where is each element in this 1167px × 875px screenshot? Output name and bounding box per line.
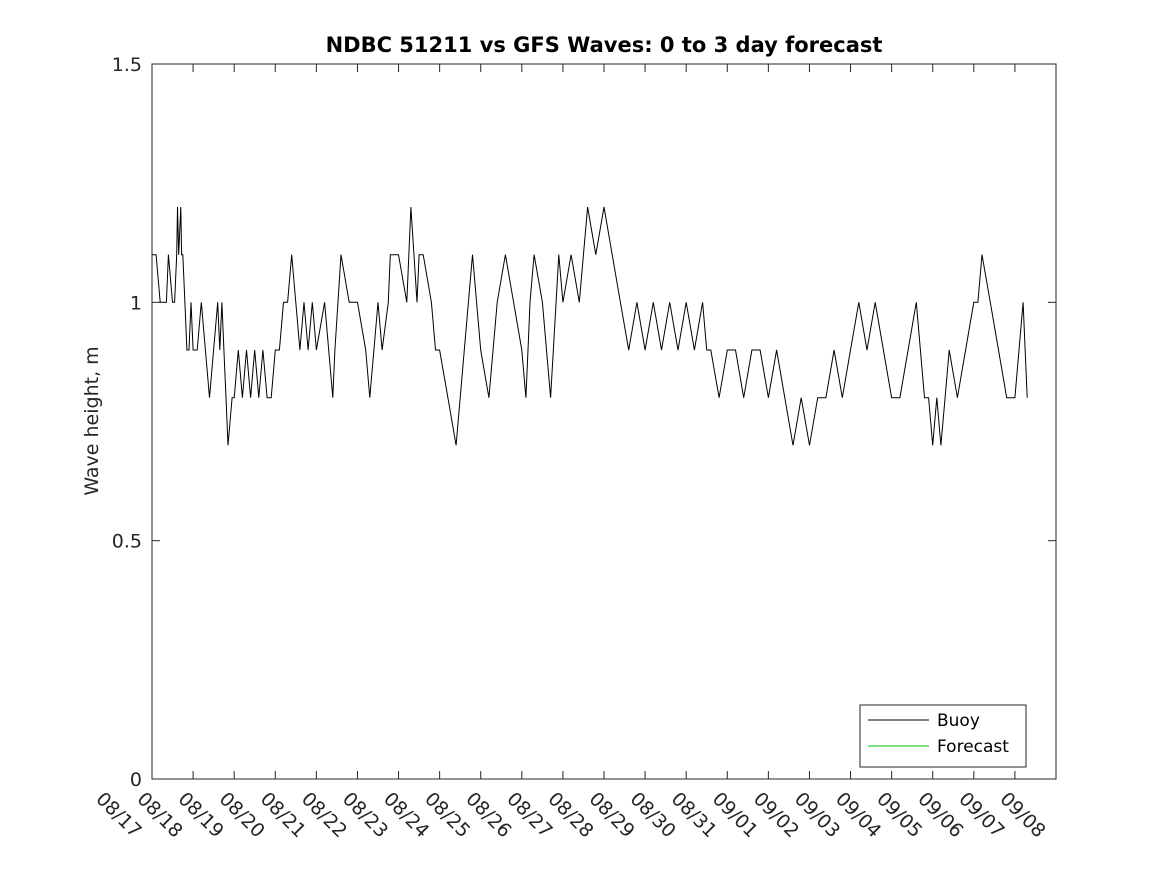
x-tick-label: 08/31 <box>667 788 721 842</box>
y-tick-label: 0.5 <box>112 531 142 553</box>
x-tick-label: 08/19 <box>174 788 228 842</box>
x-tick-label: 08/23 <box>338 788 392 842</box>
legend-box <box>859 704 1027 768</box>
x-tick-label: 09/03 <box>790 788 844 842</box>
x-tick-label: 08/22 <box>297 788 351 842</box>
legend: Buoy Forecast <box>859 704 1027 768</box>
x-tick-label: 08/21 <box>256 788 310 842</box>
x-tick-label: 08/25 <box>420 788 474 842</box>
y-tick-label: 1 <box>130 292 142 314</box>
x-tick-label: 08/27 <box>502 788 556 842</box>
x-tick-label: 08/20 <box>215 788 269 842</box>
x-tick-label: 09/06 <box>913 788 967 842</box>
x-tick-label: 09/05 <box>872 788 926 842</box>
x-tick-label: 08/26 <box>461 788 515 842</box>
x-tick-label: 08/28 <box>543 788 597 842</box>
x-tick-label: 09/01 <box>708 788 762 842</box>
legend-label-buoy: Buoy <box>937 711 980 731</box>
x-tick-label: 09/07 <box>954 788 1008 842</box>
x-tick-label: 09/08 <box>995 788 1049 842</box>
chart-title: NDBC 51211 vs GFS Waves: 0 to 3 day fore… <box>326 33 883 57</box>
x-tick-label: 09/04 <box>831 788 885 842</box>
x-tick-label: 09/02 <box>749 788 803 842</box>
legend-label-forecast: Forecast <box>937 737 1009 757</box>
series-line-buoy <box>152 206 1028 446</box>
series-lines <box>152 206 1028 446</box>
y-axis-label: Wave height, m <box>81 346 103 495</box>
y-tick-label: 1.5 <box>112 54 142 76</box>
x-tick-label: 08/18 <box>133 788 187 842</box>
x-tick-label: 08/24 <box>379 788 433 842</box>
x-tick-label: 08/29 <box>585 788 639 842</box>
x-tick-label: 08/17 <box>91 788 145 842</box>
x-tick-label: 08/30 <box>626 788 680 842</box>
axes-frame <box>151 63 1057 780</box>
y-tick-label: 0 <box>130 769 142 791</box>
plot-area-frame <box>151 63 1057 780</box>
